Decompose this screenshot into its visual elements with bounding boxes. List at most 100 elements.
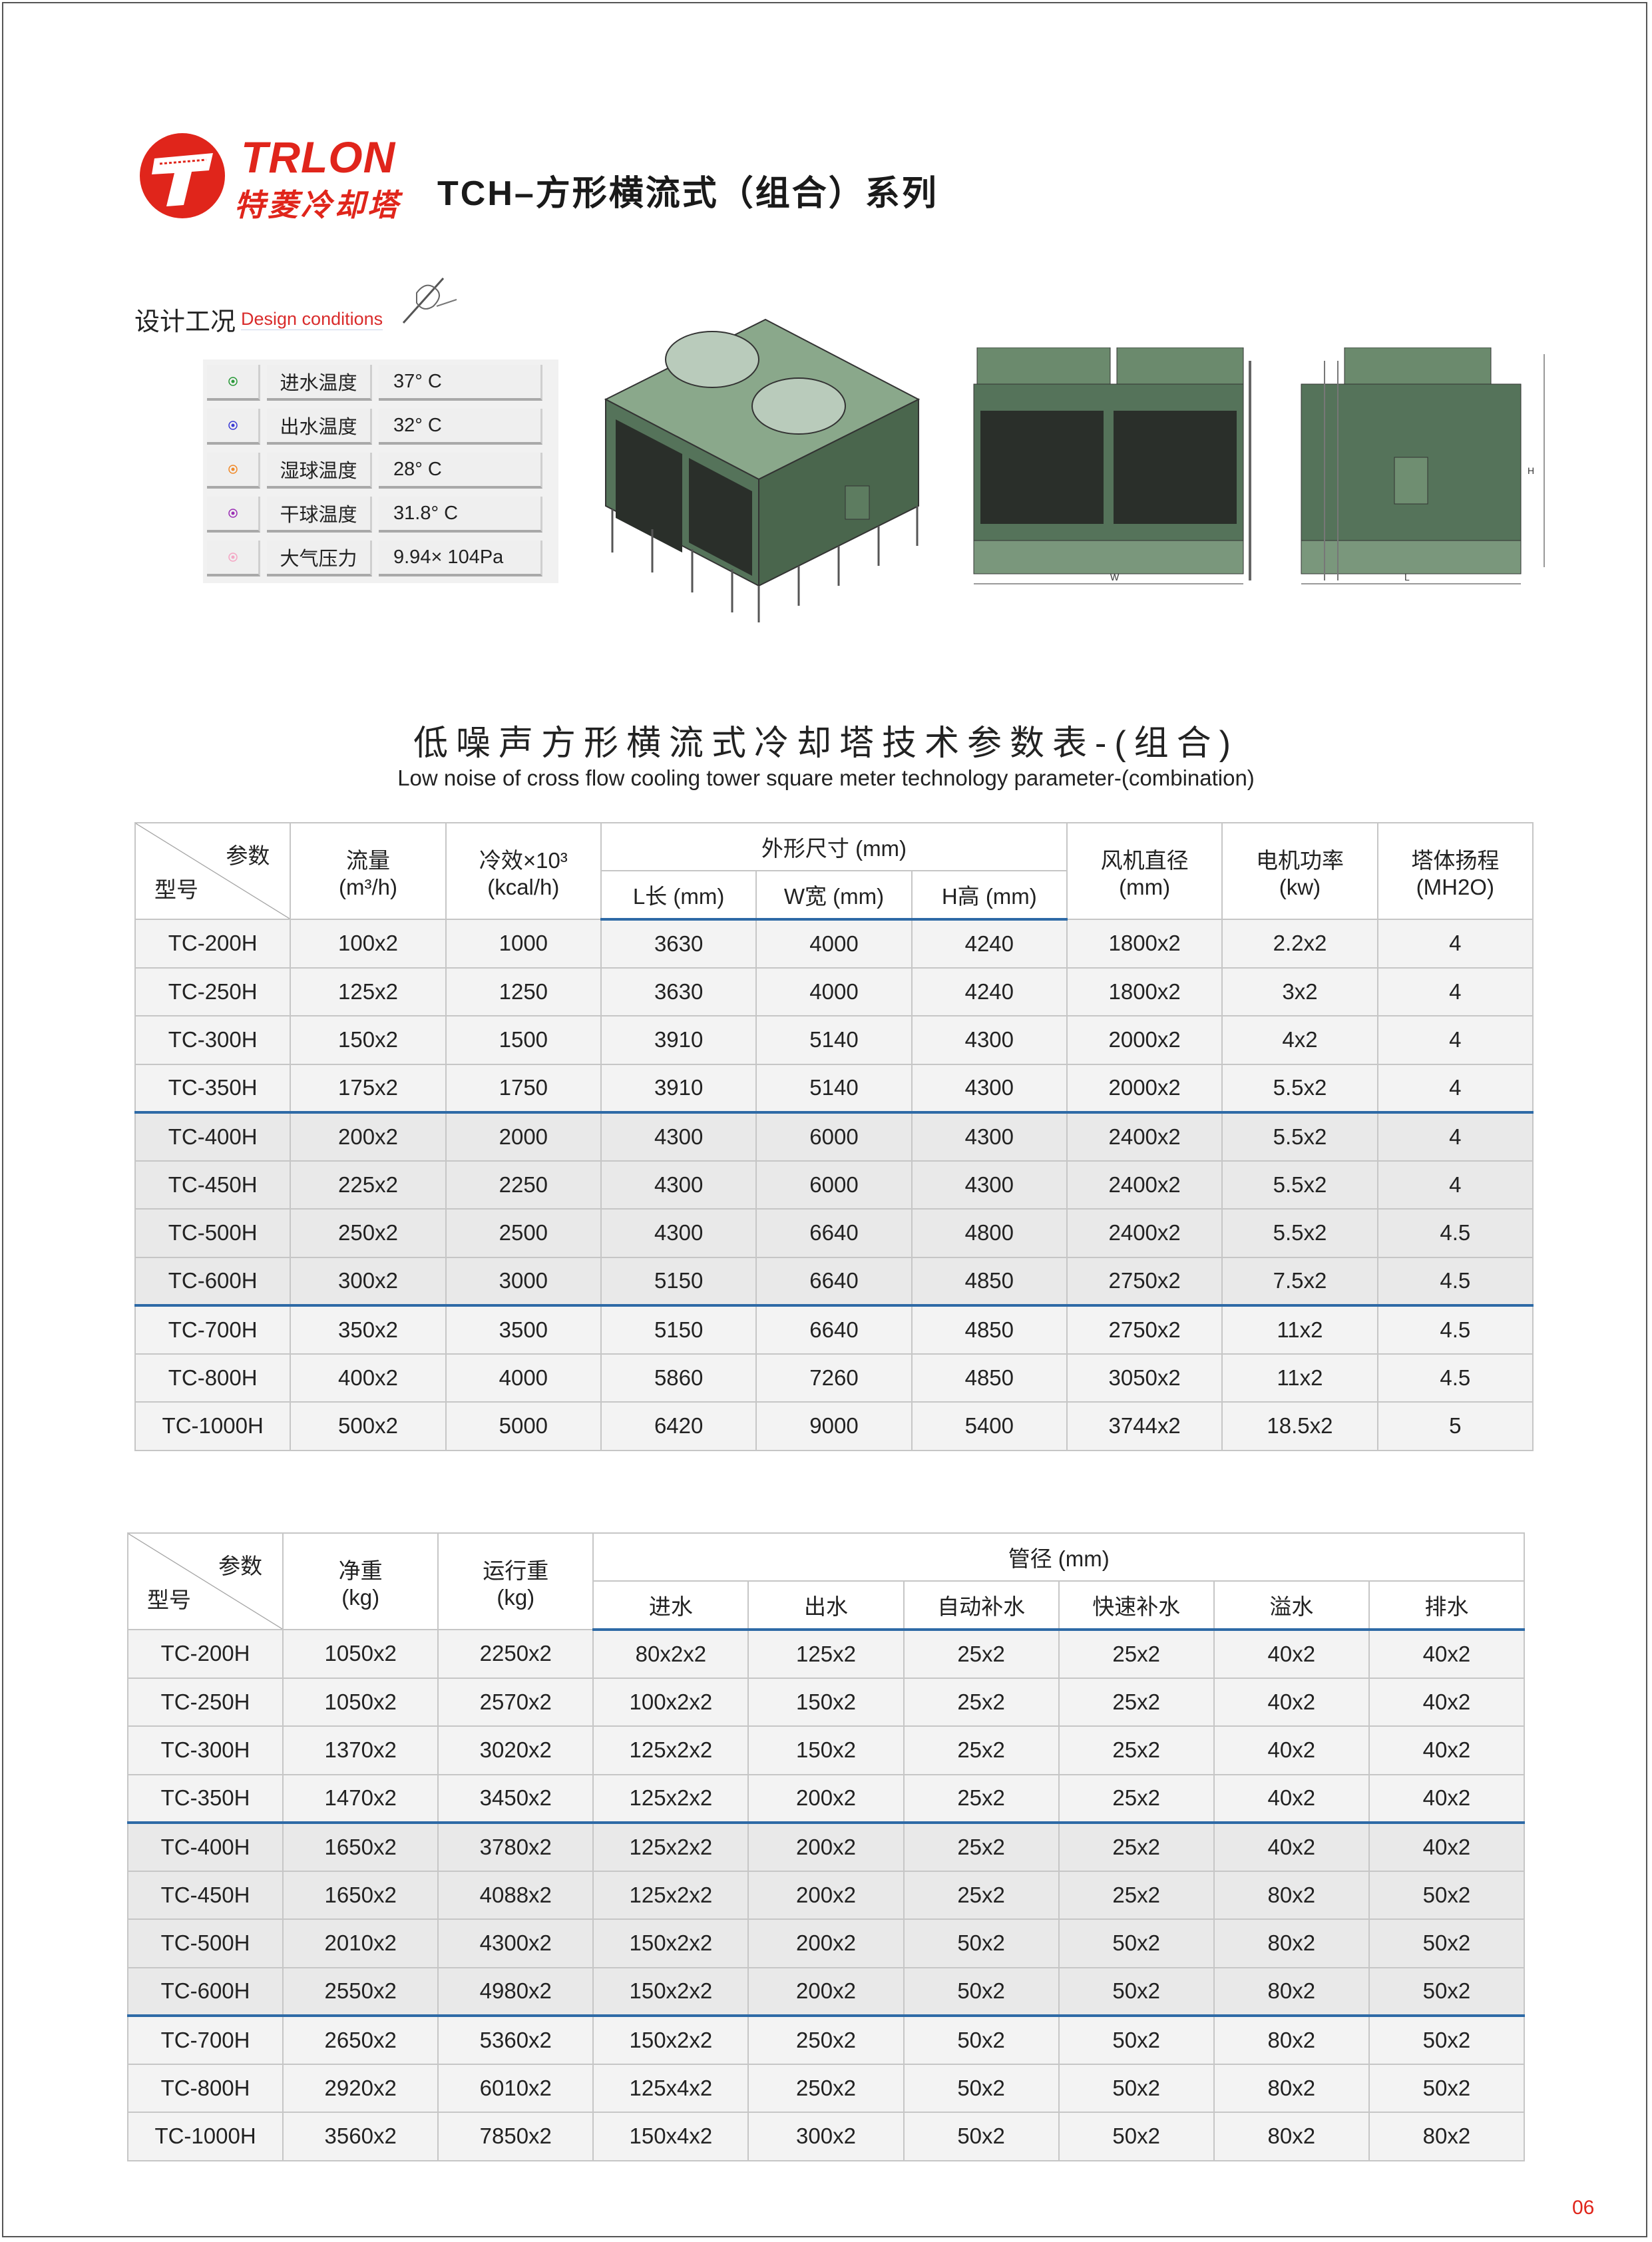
table-cell: 4088x2 (437, 1870, 594, 1920)
table-row: TC-800H 2920x2 6010x2 125x4x2 250x2 50x2 50x2 8… (126, 2063, 1526, 2113)
table-cell: 50x2 (1058, 2014, 1215, 2065)
table-cell: 4300 (911, 1063, 1068, 1113)
table-cell: 125x2x2 (592, 1870, 749, 1920)
table-cell: 2400x2 (1066, 1111, 1223, 1162)
page-number: 06 (1572, 2197, 1595, 2219)
table-cell: 5.5x2 (1221, 1111, 1378, 1162)
table-cell: 125x2x2 (592, 1725, 749, 1775)
model-cell: TC-700H (134, 1304, 292, 1355)
table-cell: 5000 (445, 1401, 602, 1451)
header-outlet: 出水 (747, 1580, 905, 1631)
table-cell: 4.5 (1376, 1208, 1534, 1258)
table-cell: 3910 (600, 1063, 757, 1113)
header-length: L长 (mm) (600, 870, 757, 921)
table-cell: 2550x2 (282, 1966, 439, 2016)
header-flow: 流量 (m³/h) (290, 822, 447, 920)
table-cell: 1500 (445, 1015, 602, 1065)
table-cell: 3630 (600, 967, 757, 1016)
table-cell: 2010x2 (282, 1918, 439, 1968)
table-cell: 250x2 (290, 1208, 447, 1258)
target-icon (207, 541, 260, 576)
table-cell: 4000 (755, 967, 913, 1016)
page-title: TCH–方形横流式（组合）系列 (437, 174, 938, 213)
table-cell: 175x2 (290, 1063, 447, 1113)
header-cooling: 冷效×10³ (kcal/h) (445, 822, 602, 920)
table-cell: 25x2 (1058, 1821, 1215, 1872)
table-cell: 5.5x2 (1221, 1208, 1378, 1258)
table-row: TC-1000H 3560x2 7850x2 150x4x2 300x2 50x2 50x2… (126, 2112, 1526, 2161)
width-dimension-label: W (1110, 572, 1120, 582)
table-cell: 7260 (755, 1353, 913, 1403)
header-model: 型号 (154, 877, 198, 902)
condition-label: 出水温度 (267, 409, 372, 445)
model-cell: TC-450H (126, 1870, 284, 1920)
table-row: TC-200H 1050x2 2250x2 80x2x2 125x2 25x2 25x2 40… (126, 1629, 1526, 1679)
table-cell: 200x2 (290, 1111, 447, 1162)
table-cell: 50x2 (1368, 1966, 1526, 2016)
table-cell: 3050x2 (1066, 1353, 1223, 1403)
model-cell: TC-200H (134, 919, 292, 969)
table-cell: 5860 (600, 1353, 757, 1403)
table-cell: 2750x2 (1066, 1256, 1223, 1306)
table-cell: 3780x2 (437, 1821, 594, 1872)
table-row: TC-250H 1050x2 2570x2 100x2x2 150x2 25x2 25x2 4… (126, 1677, 1526, 1727)
table-cell: 80x2 (1213, 1966, 1370, 2016)
table-cell: 125x2 (747, 1629, 905, 1679)
model-cell: TC-800H (134, 1353, 292, 1403)
header-pipe-diameter: 管径 (mm) (592, 1532, 1525, 1582)
header-param-model: 参数 型号 (134, 822, 292, 920)
header-param-model: 参数 型号 (126, 1532, 284, 1630)
table-cell: 4.5 (1376, 1353, 1534, 1403)
table-cell: 4 (1376, 1160, 1534, 1210)
table-row: TC-500H 250x2 2500 4300 6640 4800 2400x2 5.5x2 4… (134, 1208, 1534, 1258)
table-row: TC-300H 150x2 1500 3910 5140 4300 2000x2 4x2 4 (134, 1015, 1534, 1065)
table-cell: 25x2 (903, 1870, 1060, 1920)
header-head: 塔体扬程 (MH2O) (1376, 822, 1534, 920)
table-row: TC-350H 175x2 1750 3910 5140 4300 2000x2 5.5x2 4 (134, 1063, 1534, 1113)
table-cell: 25x2 (1058, 1725, 1215, 1775)
table-cell: 4300 (600, 1160, 757, 1210)
table-cell: 50x2 (903, 2112, 1060, 2161)
table-cell: 4850 (911, 1353, 1068, 1403)
table-cell: 4300 (911, 1160, 1068, 1210)
table-cell: 4850 (911, 1256, 1068, 1306)
table-cell: 500x2 (290, 1401, 447, 1451)
table-cell: 2400x2 (1066, 1160, 1223, 1210)
table-row: TC-350H 1470x2 3450x2 125x2x2 200x2 25x2 25x2 4… (126, 1773, 1526, 1823)
condition-row: 湿球温度 28° C (207, 453, 542, 491)
table-cell: 200x2 (747, 1821, 905, 1872)
table-cell: 50x2 (1058, 1966, 1215, 2016)
table-cell: 100x2 (290, 919, 447, 969)
table-cell: 25x2 (903, 1677, 1060, 1727)
table-cell: 150x2 (747, 1725, 905, 1775)
condition-value: 37° C (379, 365, 542, 401)
condition-label: 干球温度 (267, 497, 372, 533)
table-cell: 250x2 (747, 2063, 905, 2113)
table-row: TC-500H 2010x2 4300x2 150x2x2 200x2 50x2 50x2 8… (126, 1918, 1526, 1968)
table-cell: 25x2 (903, 1821, 1060, 1872)
model-cell: TC-500H (134, 1208, 292, 1258)
table-cell: 7850x2 (437, 2112, 594, 2161)
model-cell: TC-250H (134, 967, 292, 1016)
model-cell: TC-600H (134, 1256, 292, 1306)
table-cell: 4x2 (1221, 1015, 1378, 1065)
model-cell: TC-400H (134, 1111, 292, 1162)
table-cell: 9000 (755, 1401, 913, 1451)
table-cell: 4240 (911, 919, 1068, 969)
table-cell: 40x2 (1213, 1821, 1370, 1872)
table-cell: 4000 (755, 919, 913, 969)
table-row: TC-1000H 500x2 5000 6420 9000 5400 3744x2 18.5x… (134, 1401, 1534, 1451)
table-cell: 5150 (600, 1256, 757, 1306)
table-cell: 3744x2 (1066, 1401, 1223, 1451)
header-param: 参数 (226, 843, 270, 868)
table-cell: 5360x2 (437, 2014, 594, 2065)
table-cell: 6640 (755, 1304, 913, 1355)
table-cell: 25x2 (903, 1629, 1060, 1679)
condition-row: 干球温度 31.8° C (207, 497, 542, 535)
table-cell: 2500 (445, 1208, 602, 1258)
table-cell: 4800 (911, 1208, 1068, 1258)
table-cell: 3000 (445, 1256, 602, 1306)
table-cell: 250x2 (747, 2014, 905, 2065)
table-cell: 5.5x2 (1221, 1160, 1378, 1210)
